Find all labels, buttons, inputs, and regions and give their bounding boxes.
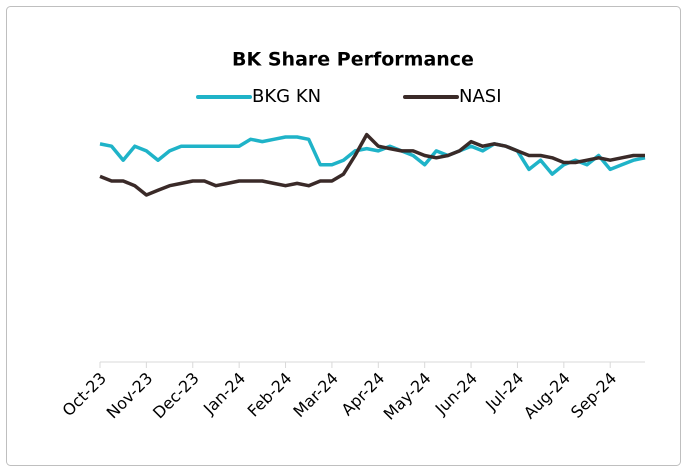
legend-label: BKG KN xyxy=(252,86,321,107)
chart-frame xyxy=(6,6,681,466)
chart-title: BK Share Performance xyxy=(232,49,474,71)
legend-label: NASI xyxy=(459,86,502,107)
series-line xyxy=(99,135,646,176)
series-line xyxy=(99,132,645,197)
